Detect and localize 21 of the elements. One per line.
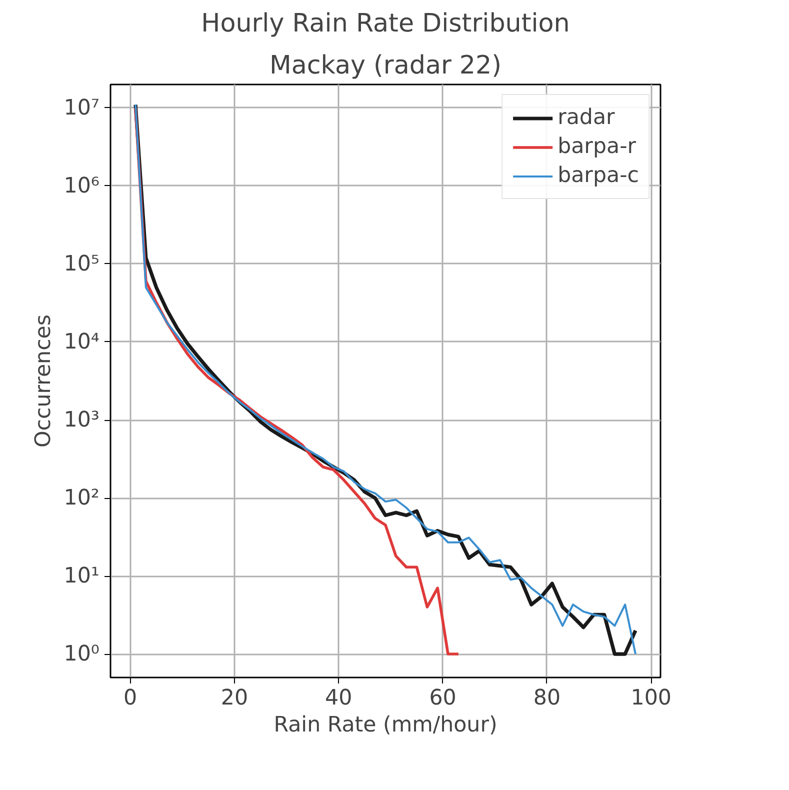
y-tick-label: 10⁶ (64, 173, 100, 198)
chart-subtitle: Mackay (radar 22) (269, 50, 502, 80)
y-tick-label: 10² (64, 486, 100, 511)
legend-label: barpa-r (558, 134, 636, 159)
y-tick-label: 10⁰ (64, 642, 100, 667)
y-tick-label: 10⁴ (64, 329, 100, 354)
y-tick-label: 10³ (64, 408, 100, 433)
legend-label: radar (558, 105, 615, 130)
x-axis-title: Rain Rate (mm/hour) (274, 712, 498, 738)
x-tick-label: 40 (325, 686, 352, 710)
x-tick-label: 20 (220, 686, 248, 710)
y-tick-label: 10⁵ (64, 251, 100, 276)
x-tick-label: 100 (630, 686, 672, 710)
legend-label: barpa-c (558, 163, 639, 188)
y-tick-label: 10¹ (64, 564, 100, 589)
x-tick-label: 0 (124, 686, 138, 710)
x-tick-label: 80 (533, 686, 561, 710)
chart-title: Hourly Rain Rate Distribution (201, 8, 570, 38)
y-tick-label: 10⁷ (64, 95, 100, 120)
x-tick-label: 60 (429, 686, 456, 710)
y-axis-title: Occurrences (30, 314, 56, 448)
